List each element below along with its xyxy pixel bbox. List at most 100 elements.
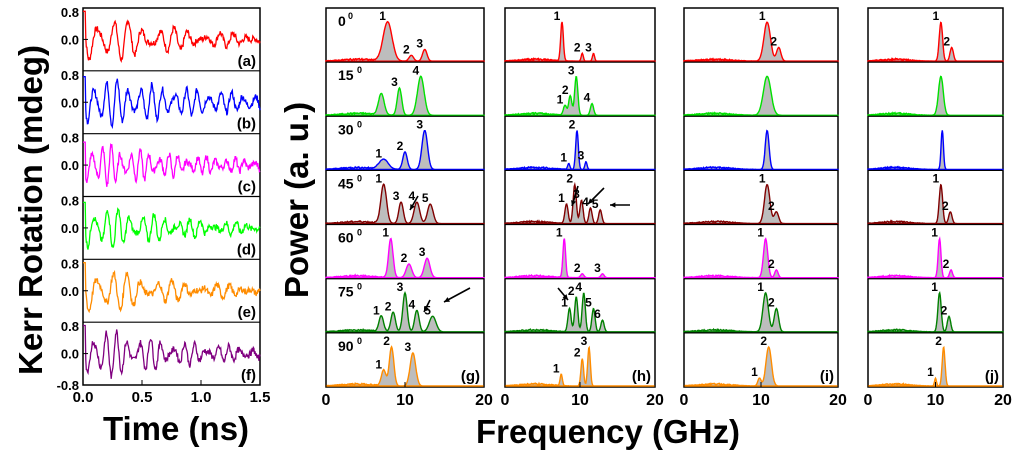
degree-symbol: 0 [348, 11, 353, 21]
time-ytick-label: 0.0 [61, 32, 79, 47]
spectrum-curve [867, 21, 1004, 62]
time-trace-b [83, 76, 261, 130]
spectrum-curve [504, 292, 656, 333]
spectrum-curve [325, 290, 485, 333]
peak-label: 3 [419, 245, 426, 259]
peak-label: 5 [422, 191, 429, 205]
spectrum-curve [504, 181, 656, 225]
peak-label: 3 [416, 36, 423, 50]
kerr-ylabel: Kerr Rotation (mdeg) [12, 45, 49, 375]
spectrum-curve [867, 75, 1004, 116]
peak-label: 1 [759, 172, 766, 186]
peak-label: 1 [382, 226, 389, 240]
time-ytick-label: 0.8 [61, 131, 79, 146]
time-trace-e [83, 262, 261, 314]
peak-label: 2 [566, 172, 573, 186]
annotation-arrowhead [424, 306, 429, 312]
peak-label: 2 [397, 139, 404, 153]
time-xlabel: Time (ns) [103, 410, 249, 447]
freq-xlabel: Frequency (GHz) [476, 413, 740, 450]
time-ytick-label: 0.8 [61, 256, 79, 271]
spectrum-curve [683, 345, 838, 387]
spectrum-curve [325, 20, 485, 62]
power-ylabel: Power (a. u.) [278, 102, 315, 298]
time-xtick-label: 1.5 [250, 389, 271, 406]
time-panel-label: (a) [238, 53, 256, 70]
time-trace-f [83, 324, 261, 379]
spectrum-curve [504, 238, 656, 279]
spectrum-xtick-label: 0 [501, 392, 510, 409]
peak-label: 3 [416, 117, 423, 131]
spectrum-curve [325, 237, 485, 279]
time-ytick-label: 0.8 [61, 194, 79, 209]
peak-label: 1 [931, 226, 938, 240]
spectrum-xtick-label: 10 [396, 392, 414, 409]
spectrum-curve [683, 21, 839, 62]
time-ytick-label: 0.0 [61, 284, 79, 299]
peak-label: 1 [757, 280, 764, 294]
peak-label: 1 [375, 147, 382, 161]
peak-label: 2 [935, 334, 942, 348]
time-ytick-label: 0.0 [61, 221, 79, 236]
peak-label: 1 [557, 93, 564, 107]
time-xtick-label: 0.5 [132, 389, 153, 406]
peak-label: 1 [933, 9, 940, 23]
time-ytick-label: 0.0 [61, 158, 79, 173]
peak-label: 1 [554, 9, 561, 23]
angle-label: 90 [338, 338, 354, 354]
time-panel-label: (d) [237, 241, 256, 258]
spectrum-xtick-label: 20 [646, 392, 664, 409]
spectrum-curve [683, 75, 839, 116]
annotation-arrowhead [410, 204, 415, 210]
peak-label: 1 [561, 295, 568, 309]
spectrum-curve [867, 183, 1004, 225]
peak-label: 3 [397, 280, 404, 294]
time-ytick-label: 0.8 [61, 68, 79, 83]
peak-label: 5 [424, 303, 431, 317]
peak-label: 2 [768, 295, 775, 309]
peak-label: 5 [592, 197, 599, 211]
time-panel-label: (c) [238, 179, 256, 196]
peak-label: 1 [560, 151, 567, 165]
peak-label: 1 [931, 280, 938, 294]
peak-label: 2 [943, 34, 950, 48]
peak-label: 1 [556, 226, 563, 240]
peak-label: 1 [553, 361, 560, 375]
spectrum-curve [325, 130, 485, 171]
time-ytick-label: 0.8 [61, 5, 79, 20]
peak-label: 1 [373, 303, 380, 317]
peak-label: 3 [391, 75, 398, 89]
peak-label: 4 [582, 195, 589, 209]
peak-label: 3 [573, 187, 580, 201]
spectrum-curve [325, 183, 485, 225]
degree-symbol: 0 [357, 119, 362, 129]
spectrum-curve [867, 345, 1003, 387]
peak-label: 1 [375, 172, 382, 186]
peak-label: 2 [385, 299, 392, 313]
peak-label: 2 [569, 117, 576, 131]
time-ytick-label: 0.0 [61, 347, 79, 362]
spectrum-xtick-label: 10 [927, 392, 945, 409]
degree-symbol: 0 [357, 282, 362, 292]
time-trace-a [83, 10, 261, 64]
time-panel-label: (e) [238, 304, 256, 321]
annotation-arrowhead [444, 297, 450, 302]
degree-symbol: 0 [357, 65, 362, 75]
time-panel-label: (b) [237, 116, 256, 133]
spectrum-curve [504, 130, 656, 171]
peak-label: 2 [383, 334, 390, 348]
spectrum-curve [504, 21, 656, 62]
peak-label: 1 [757, 226, 764, 240]
time-xtick-label: 1.0 [191, 389, 212, 406]
spectrum-curve [867, 236, 1004, 279]
annotation-arrowhead [571, 200, 577, 206]
spectrum-curve [683, 129, 839, 171]
peak-label: 3 [578, 149, 585, 163]
peak-label: 1 [558, 191, 565, 205]
peak-label: 2 [760, 334, 767, 348]
peak-label: 2 [768, 199, 775, 213]
peak-label: 5 [585, 295, 592, 309]
annotation-arrowhead [562, 294, 568, 300]
spectrum-panel-label: (g) [461, 368, 480, 385]
spectrum-xtick-label: 0 [322, 392, 331, 409]
